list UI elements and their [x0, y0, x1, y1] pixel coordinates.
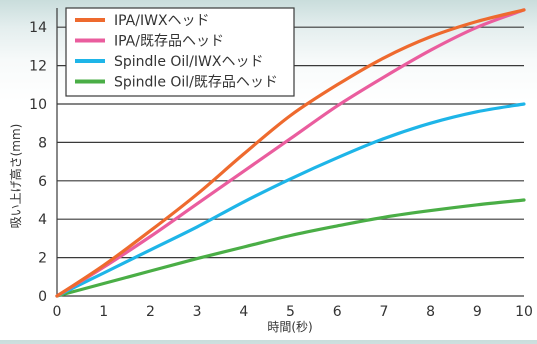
y-axis-label: 吸い上げ高さ(mm) [8, 124, 23, 229]
legend-label: IPA/IWXヘッド [114, 13, 210, 29]
y-tick-label: 6 [38, 174, 47, 190]
x-tick-label: 2 [146, 304, 155, 320]
legend-label: Spindle Oil/既存品ヘッド [114, 75, 278, 91]
series [55, 8, 526, 298]
legend-label: IPA/既存品ヘッド [114, 34, 224, 50]
y-tick-label: 2 [38, 251, 47, 267]
legend: IPA/IWXヘッド IPA/既存品ヘッド Spindle Oil/IWXヘッド Sp… [65, 7, 295, 97]
x-tick-label: 5 [286, 304, 295, 320]
x-tick-label: 3 [193, 304, 202, 320]
x-tick-label: 7 [379, 304, 388, 320]
y-tick-label: 14 [29, 20, 47, 36]
x-tick-label: 0 [53, 304, 62, 320]
series-line-2 [55, 8, 526, 298]
y-tick-label: 8 [38, 135, 47, 151]
y-tick-label: 12 [29, 59, 47, 75]
series-line-1 [55, 8, 526, 298]
legend-label: Spindle Oil/IWXヘッド [114, 54, 263, 70]
x-tick-label: 8 [426, 304, 435, 320]
series-line-4 [55, 198, 526, 298]
x-tick-label: 1 [99, 304, 108, 320]
y-tick-label: 10 [29, 97, 47, 113]
x-axis-label: 時間(秒) [267, 320, 312, 334]
x-tick-label: 4 [239, 304, 248, 320]
x-tick-label: 9 [473, 304, 482, 320]
y-tick-label: 0 [38, 289, 47, 305]
y-tick-label: 4 [38, 212, 47, 228]
x-tick-label: 10 [515, 304, 533, 320]
series-line-3 [55, 102, 526, 298]
x-tick-label: 6 [333, 304, 342, 320]
